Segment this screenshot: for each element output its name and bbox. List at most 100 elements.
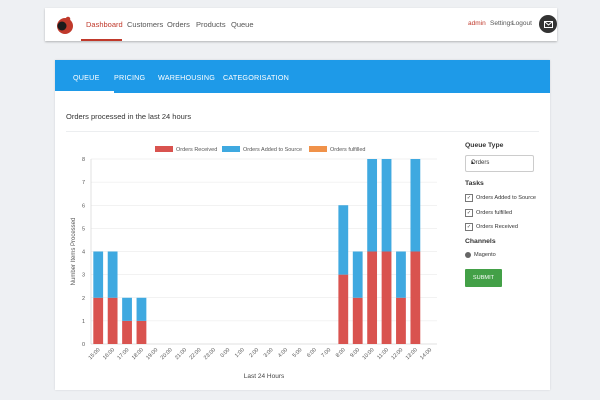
bar-segment [396, 251, 406, 298]
bar-segment [396, 297, 406, 344]
bar-segment [107, 297, 118, 344]
nav-queue[interactable]: Queue [231, 20, 254, 29]
queue-type-value: Orders [471, 160, 490, 166]
channels-label: Channels [465, 238, 496, 245]
bar-segment [381, 159, 392, 252]
checkbox-checked-icon[interactable]: ✓ [465, 209, 473, 217]
x-tick-label: 8:00 [335, 347, 347, 359]
bar-segment [93, 251, 104, 298]
x-tick-label: 2:00 [248, 347, 260, 359]
x-tick-label: 13:00 [405, 347, 419, 361]
x-tick-label: 20:00 [160, 347, 174, 361]
orders-chart: Orders Received Orders Added to Source Ord… [71, 146, 437, 380]
x-tick-label: 1:00 [234, 347, 246, 359]
logout-link[interactable]: Logout [512, 20, 532, 27]
y-tick-labels: 0 1 2 3 4 5 6 7 8 [82, 157, 85, 348]
x-tick-label: 15:00 [88, 347, 102, 361]
bar-segment [93, 297, 104, 344]
y-axis-label: Number Items Processed [71, 218, 77, 286]
y-tick-label: 3 [82, 273, 85, 279]
x-tick-label: 4:00 [277, 347, 289, 359]
y-tick-label: 0 [82, 342, 85, 348]
task-label: Orders Received [476, 224, 518, 230]
x-axis-label: Last 24 Hours [244, 373, 285, 380]
task-checkbox-row[interactable]: ✓ Orders Added to Source [465, 194, 536, 202]
nav-products[interactable]: Products [196, 20, 226, 29]
bar-segment [410, 251, 421, 344]
legend-label: Orders fulfilled [330, 147, 365, 153]
tab-warehousing[interactable]: WAREHOUSING [158, 73, 216, 82]
y-tick-label: 1 [82, 319, 85, 325]
tab-categorisation[interactable]: CATEGORISATION [223, 73, 290, 82]
x-tick-label: 18:00 [131, 347, 145, 361]
bar-segment [352, 297, 363, 344]
card-title: Orders processed in the last 24 hours [66, 112, 192, 121]
x-tick-label: 0:00 [220, 347, 232, 359]
mail-button[interactable] [539, 15, 557, 33]
legend-swatch [155, 146, 173, 152]
checkbox-checked-icon[interactable]: ✓ [465, 223, 473, 231]
legend-swatch [309, 146, 327, 152]
x-tick-label: 12:00 [390, 347, 404, 361]
admin-link[interactable]: admin [468, 20, 486, 27]
radio-selected-icon[interactable] [465, 252, 471, 258]
top-navbar: Dashboard Customers Orders Products Queu… [45, 8, 557, 41]
y-tick-label: 6 [82, 203, 85, 209]
x-tick-labels: 15:00 16:00 17:00 18:00 19:00 20:00 21:00 22:00… [88, 347, 434, 361]
bar-segment [122, 320, 132, 344]
bar-segment [410, 159, 421, 252]
checkbox-checked-icon[interactable]: ✓ [465, 194, 473, 202]
x-tick-label: 22:00 [189, 347, 203, 361]
nav-dashboard[interactable]: Dashboard [86, 20, 123, 29]
bar-segment [367, 251, 378, 344]
main-panel: QUEUE PRICING WAREHOUSING CATEGORISATION… [55, 60, 550, 390]
bar-segment [367, 159, 378, 252]
tab-queue[interactable]: QUEUE [73, 73, 100, 82]
tasks-label: Tasks [465, 180, 484, 187]
channel-label: Magento [474, 252, 496, 258]
bar-segment [338, 274, 349, 344]
task-checkbox-row[interactable]: ✓ Orders fulfilled [465, 209, 512, 217]
bar-segment [338, 205, 349, 275]
bar-segment [136, 297, 147, 321]
x-tick-label: 9:00 [349, 347, 361, 359]
y-tick-label: 5 [82, 226, 85, 232]
submit-button[interactable]: SUBMIT [465, 269, 502, 287]
y-tick-label: 7 [82, 180, 85, 186]
bar-segment [122, 297, 132, 321]
chart-legend: Orders Received Orders Added to Source Ord… [155, 146, 365, 153]
task-label: Orders Added to Source [476, 195, 537, 201]
card-divider [66, 131, 539, 132]
x-tick-label: 16:00 [102, 347, 116, 361]
y-tick-label: 4 [82, 250, 85, 256]
nav-orders[interactable]: Orders [167, 20, 190, 29]
x-tick-label: 7:00 [320, 347, 332, 359]
chart-grid [90, 158, 437, 345]
queue-type-select[interactable]: Orders ▴ [465, 155, 534, 172]
nav-customers[interactable]: Customers [127, 20, 164, 29]
queue-type-label: Queue Type [465, 142, 504, 149]
x-tick-label: 14:00 [419, 347, 433, 361]
channel-radio-row[interactable]: Magento [465, 252, 496, 258]
task-label: Orders fulfilled [476, 210, 513, 216]
x-tick-label: 5:00 [292, 347, 304, 359]
bar-segment [352, 251, 363, 298]
bar-segment [107, 251, 118, 298]
tab-active-indicator [55, 91, 114, 93]
y-tick-label: 2 [82, 296, 85, 302]
app-logo-icon[interactable] [53, 14, 75, 36]
x-tick-label: 19:00 [145, 347, 159, 361]
x-tick-label: 3:00 [263, 347, 275, 359]
bar-segment [381, 251, 392, 344]
task-checkbox-row[interactable]: ✓ Orders Received [465, 223, 518, 231]
legend-swatch [222, 146, 240, 152]
x-tick-label: 6:00 [306, 347, 318, 359]
y-tick-label: 8 [82, 157, 85, 163]
tab-pricing[interactable]: PRICING [114, 73, 146, 82]
bar-segment [136, 320, 147, 344]
x-tick-label: 21:00 [174, 347, 188, 361]
settings-link[interactable]: Settings [490, 20, 514, 27]
tab-bar: QUEUE PRICING WAREHOUSING CATEGORISATION [55, 60, 550, 93]
x-tick-label: 11:00 [376, 347, 390, 361]
envelope-icon [543, 20, 553, 28]
